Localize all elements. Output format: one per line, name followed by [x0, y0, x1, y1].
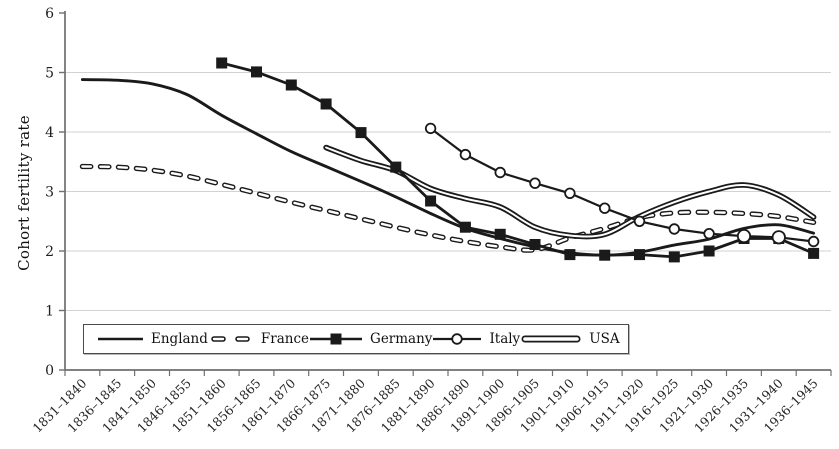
- legend-item-usa: USA: [520, 331, 620, 347]
- england-line-icon: [98, 337, 143, 341]
- svg-text:1: 1: [45, 303, 54, 319]
- legend-label-usa: USA: [589, 331, 620, 347]
- y-axis-title: Cohort fertility rate: [15, 115, 33, 271]
- svg-text:0: 0: [45, 363, 54, 379]
- germany-square-icon: [310, 333, 363, 345]
- svg-text:3: 3: [45, 184, 54, 200]
- svg-text:2: 2: [45, 244, 54, 260]
- legend-label-france: France: [260, 331, 310, 347]
- legend-item-england: England: [97, 331, 208, 347]
- france-series: [79, 163, 817, 253]
- legend-item-italy: Italy: [432, 331, 520, 347]
- svg-text:4: 4: [45, 125, 54, 141]
- usa-double-line-icon: [521, 335, 581, 343]
- legend-label-england: England: [151, 331, 208, 347]
- chart-legend: England France Germany: [83, 324, 629, 354]
- france-dash-icon: [211, 336, 250, 342]
- legend-item-france: France: [208, 331, 309, 347]
- legend-label-germany: Germany: [370, 331, 433, 347]
- svg-text:6: 6: [45, 6, 54, 22]
- svg-text:5: 5: [45, 65, 54, 81]
- legend-item-germany: Germany: [309, 331, 432, 347]
- italy-circle-icon: [433, 333, 482, 345]
- italy-series: [424, 122, 820, 248]
- england-series: [80, 78, 816, 257]
- legend-label-italy: Italy: [489, 331, 521, 347]
- germany-series: [216, 57, 820, 263]
